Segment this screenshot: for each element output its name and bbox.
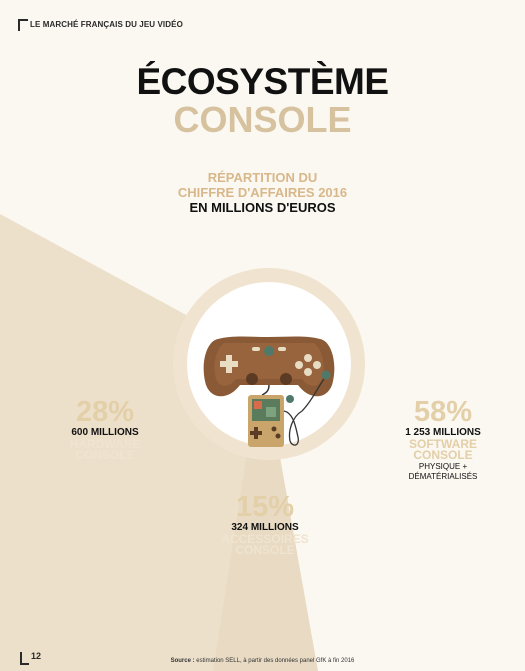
subtitle-line-1: RÉPARTITION DU (207, 170, 318, 185)
accessoires-label-1: ACCESSOIRES (221, 532, 309, 546)
software-percent: 58% (413, 396, 473, 428)
gamepad-icon (203, 336, 335, 447)
software-note-1: PHYSIQUE + (418, 462, 468, 471)
hardware-label-1: HARDWARE (69, 437, 141, 451)
source-label: Source : (170, 658, 195, 664)
hardware-amount: 600 MILLIONS (71, 427, 139, 438)
hardware-label-2: CONSOLE (75, 448, 135, 462)
accessoires-amount: 324 MILLIONS (231, 522, 299, 533)
software-note-2: DÉMATÉRIALISÉS (408, 472, 478, 481)
section-header: LE MARCHÉ FRANÇAIS DU JEU VIDÉO (18, 19, 183, 31)
footer-bracket-icon (20, 652, 29, 665)
subtitle-line-2: CHIFFRE D'AFFAIRES 2016 (177, 185, 348, 200)
header-bracket-icon (18, 19, 28, 31)
source-note: Source : estimation SELL, à partir des d… (0, 658, 525, 665)
subtitle-line-3: EN MILLIONS D'EUROS (189, 200, 336, 215)
page-number-mark: 12 (20, 651, 42, 665)
hardware-stat: 28% 600 MILLIONS HARDWARE CONSOLE (50, 397, 160, 461)
section-title: LE MARCHÉ FRANÇAIS DU JEU VIDÉO (30, 20, 183, 29)
software-label-1: SOFTWARE (409, 437, 477, 451)
accessoires-stat: 15% 324 MILLIONS ACCESSOIRES CONSOLE (200, 492, 330, 556)
software-amount: 1 253 MILLIONS (405, 427, 481, 438)
software-label-2: CONSOLE (413, 448, 473, 462)
accessoires-label-2: CONSOLE (235, 543, 295, 557)
chart-subtitle: RÉPARTITION DU CHIFFRE D'AFFAIRES 2016 E… (0, 170, 525, 215)
accessoires-wedge (213, 356, 318, 671)
software-stat: 58% 1 253 MILLIONS SOFTWARE CONSOLE PHYS… (388, 397, 498, 481)
hardware-percent: 28% (75, 396, 135, 428)
accessoires-percent: 15% (235, 491, 295, 523)
source-text: estimation SELL, à partir des données pa… (194, 658, 355, 664)
page-number: 12 (31, 651, 42, 661)
center-ring (173, 268, 365, 460)
page-title: ÉCOSYSTÈME (136, 61, 390, 102)
page-title-sub: CONSOLE (173, 99, 352, 140)
